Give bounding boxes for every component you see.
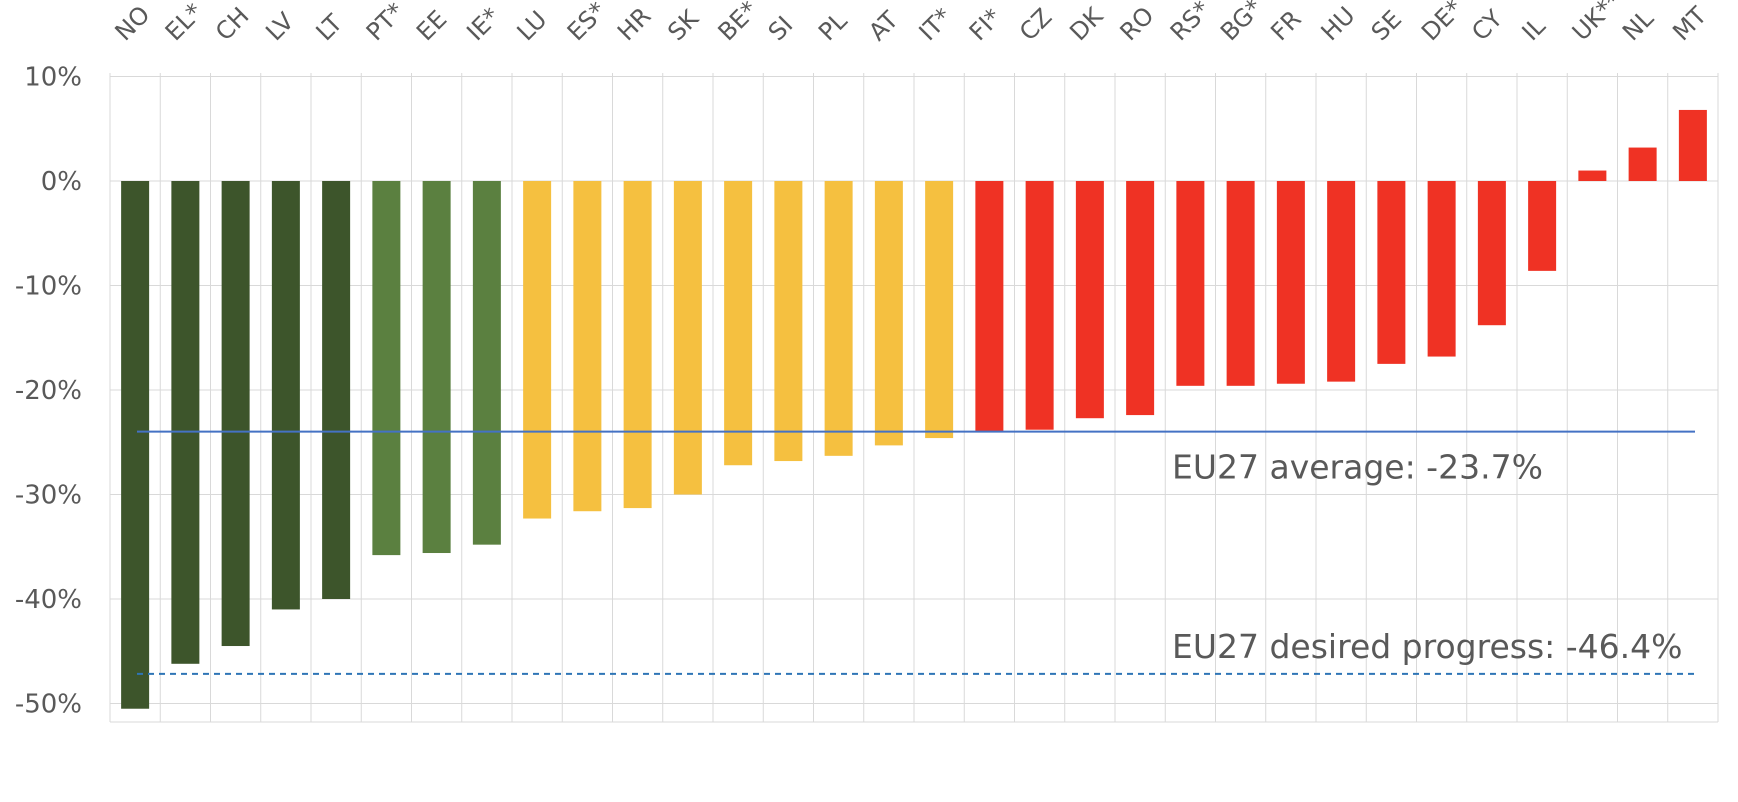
bar bbox=[1427, 181, 1456, 357]
category-label: IL bbox=[1517, 12, 1552, 47]
y-tick-label: -40% bbox=[15, 585, 82, 615]
bar bbox=[573, 181, 602, 512]
y-tick-label: -50% bbox=[15, 690, 82, 720]
bar bbox=[724, 181, 753, 466]
y-tick-label: -20% bbox=[15, 376, 82, 406]
category-label: FR bbox=[1265, 5, 1306, 46]
bar bbox=[322, 181, 351, 599]
category-label: CZ bbox=[1014, 3, 1057, 46]
bar bbox=[1377, 181, 1406, 364]
bar bbox=[623, 181, 652, 509]
bar bbox=[975, 181, 1004, 432]
bar bbox=[121, 181, 150, 709]
bar bbox=[1176, 181, 1205, 386]
category-label: ES* bbox=[562, 0, 612, 46]
y-tick-label: 10% bbox=[24, 63, 82, 93]
category-label: BE* bbox=[713, 0, 764, 46]
bar bbox=[1528, 181, 1557, 271]
eu27-desired-progress-label: EU27 desired progress: -46.4% bbox=[1172, 627, 1683, 666]
category-label: CH bbox=[210, 2, 254, 46]
category-label: MT bbox=[1667, 1, 1712, 46]
bar bbox=[1327, 181, 1356, 382]
gridlines bbox=[109, 73, 1719, 723]
bar bbox=[1075, 181, 1104, 419]
bar bbox=[221, 181, 250, 647]
category-label: LV bbox=[260, 7, 299, 46]
bar bbox=[673, 181, 702, 495]
category-label: PT* bbox=[361, 0, 410, 46]
category-label: RO bbox=[1115, 1, 1160, 46]
category-label: BG* bbox=[1215, 0, 1268, 46]
bar bbox=[372, 181, 401, 556]
bar bbox=[472, 181, 501, 545]
category-label: IE* bbox=[461, 2, 505, 46]
category-label: DE* bbox=[1416, 0, 1468, 46]
category-label: LT bbox=[311, 9, 349, 47]
bar bbox=[1578, 170, 1607, 181]
bar bbox=[925, 181, 954, 439]
category-label: CY bbox=[1466, 4, 1508, 46]
reference-lines: EU27 average: -23.7% EU27 desired progres… bbox=[137, 430, 1695, 675]
category-label: PL bbox=[813, 6, 853, 46]
y-axis-labels: 10% 0% -10% -20% -30% -40% -50% bbox=[15, 63, 82, 720]
category-label: AT bbox=[863, 6, 904, 47]
category-label: HU bbox=[1316, 1, 1361, 46]
category-label: LU bbox=[512, 5, 553, 46]
y-tick-label: 0% bbox=[41, 167, 82, 197]
category-label: UK** bbox=[1567, 0, 1627, 46]
category-label: SI bbox=[763, 11, 799, 47]
y-tick-label: -10% bbox=[15, 272, 82, 302]
category-label: NL bbox=[1617, 4, 1659, 46]
bar bbox=[1025, 181, 1054, 430]
bar bbox=[1678, 109, 1707, 181]
bar bbox=[171, 181, 200, 664]
bar bbox=[1477, 181, 1506, 326]
bar bbox=[1276, 181, 1305, 384]
category-label: EE bbox=[411, 5, 452, 46]
category-label: IT* bbox=[914, 3, 958, 47]
bar bbox=[523, 181, 552, 519]
category-labels: NO EL* CH LV LT PT* EE IE* LU ES* HR SK BE* SI PL AT IT*… bbox=[110, 0, 1713, 46]
bar bbox=[422, 181, 451, 554]
bar bbox=[824, 181, 853, 456]
category-label: RS* bbox=[1165, 0, 1216, 46]
category-label: SE bbox=[1366, 5, 1407, 46]
category-label: HR bbox=[612, 2, 656, 46]
bars bbox=[121, 109, 1707, 709]
bar bbox=[1126, 181, 1155, 416]
bar bbox=[1226, 181, 1255, 386]
category-label: FI* bbox=[964, 3, 1007, 46]
y-tick-label: -30% bbox=[15, 481, 82, 511]
category-label: EL* bbox=[160, 0, 208, 46]
category-label: DK bbox=[1064, 1, 1109, 46]
category-label: SK bbox=[662, 4, 705, 47]
category-label: NO bbox=[110, 0, 156, 46]
bar bbox=[874, 181, 903, 446]
bar bbox=[1628, 147, 1657, 181]
bar bbox=[774, 181, 803, 462]
bar bbox=[271, 181, 300, 610]
eu27-average-label: EU27 average: -23.7% bbox=[1172, 448, 1543, 487]
